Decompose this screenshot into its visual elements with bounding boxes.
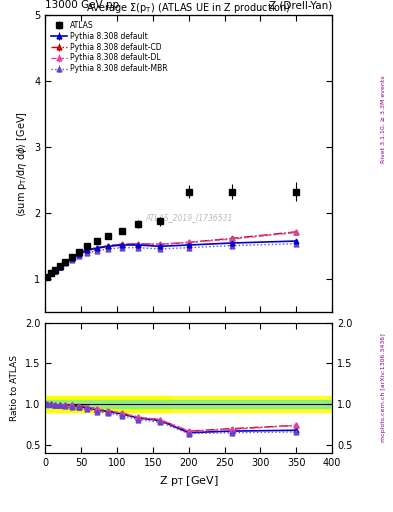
Title: Average $\Sigma$(p$_{\rm T}$) (ATLAS UE in Z production): Average $\Sigma$(p$_{\rm T}$) (ATLAS UE … [86, 2, 291, 15]
Y-axis label: Ratio to ATLAS: Ratio to ATLAS [10, 355, 19, 421]
Bar [45, 400, 332, 408]
Text: 13000 GeV pp: 13000 GeV pp [45, 0, 119, 10]
Y-axis label: $\langle$sum p$_{\rm T}$/d$\eta$ d$\phi\rangle$ [GeV]: $\langle$sum p$_{\rm T}$/d$\eta$ d$\phi\… [15, 111, 29, 217]
Text: Rivet 3.1.10, ≥ 3.3M events: Rivet 3.1.10, ≥ 3.3M events [381, 75, 386, 163]
Text: ATLAS_2019_I1736531: ATLAS_2019_I1736531 [145, 213, 232, 222]
Legend: ATLAS, Pythia 8.308 default, Pythia 8.308 default-CD, Pythia 8.308 default-DL, P: ATLAS, Pythia 8.308 default, Pythia 8.30… [48, 17, 171, 76]
Text: mcplots.cern.ch [arXiv:1306.3436]: mcplots.cern.ch [arXiv:1306.3436] [381, 333, 386, 442]
X-axis label: Z p$_{\rm T}$ [GeV]: Z p$_{\rm T}$ [GeV] [159, 474, 219, 487]
Text: Z (Drell-Yan): Z (Drell-Yan) [269, 0, 332, 10]
Bar [45, 396, 332, 412]
